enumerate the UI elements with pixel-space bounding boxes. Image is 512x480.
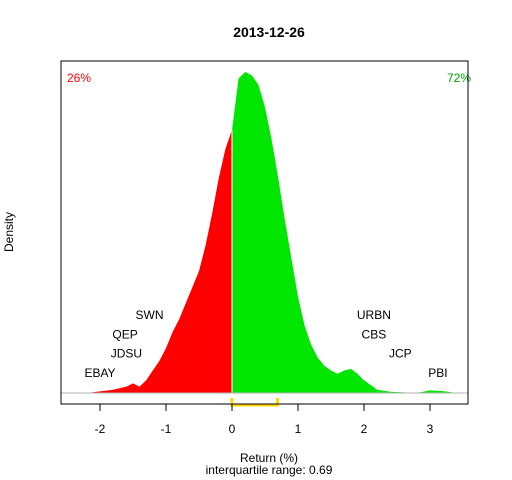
left-percent-label: 26% <box>67 71 91 85</box>
x-tick-label-0: 0 <box>229 422 236 436</box>
x-tick-label-3: 3 <box>427 422 434 436</box>
x-tick-label-1: 1 <box>295 422 302 436</box>
chart-subtitle: interquartile range: 0.69 <box>206 463 333 477</box>
annotation-swn: SWN <box>136 308 164 322</box>
iqr-bracket <box>230 398 280 407</box>
annotation-qep: QEP <box>112 327 137 341</box>
annotation-urbn: URBN <box>357 308 391 322</box>
y-axis-label: Density <box>2 212 16 252</box>
plot-frame <box>60 60 469 405</box>
x-tick-label--1: -1 <box>161 422 172 436</box>
x-tick-label-2: 2 <box>361 422 368 436</box>
annotation-jdsu: JDSU <box>111 347 142 361</box>
x-axis-label: Return (%) <box>240 451 298 465</box>
x-tick-label--2: -2 <box>95 422 106 436</box>
x-axis: -2 -1 0 1 2 3 <box>95 404 434 436</box>
annotation-ebay: EBAY <box>84 366 115 380</box>
negative-density-area <box>86 129 232 394</box>
annotation-jcp: JCP <box>389 347 412 361</box>
right-percent-label: 72% <box>447 71 471 85</box>
positive-density-area <box>232 72 457 393</box>
annotation-pbi: PBI <box>428 366 447 380</box>
chart-title: 2013-12-26 <box>233 24 305 40</box>
annotation-cbs: CBS <box>362 327 387 341</box>
